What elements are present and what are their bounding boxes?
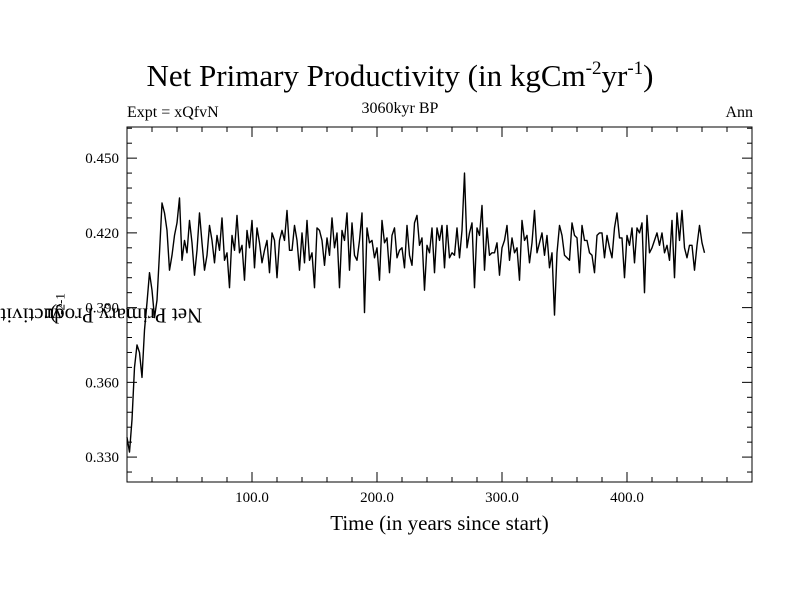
y-tick-label: 0.450 [85,151,119,167]
x-tick-label: 400.0 [610,490,644,506]
x-tick-label: 300.0 [485,490,519,506]
x-tick-label: 100.0 [235,490,269,506]
season-label: Ann [725,104,753,121]
chart-subtitle: 3060kyr BP [361,100,439,117]
chart-title: Net Primary Productivity (in kgCm-2yr-1) [146,58,654,93]
x-tick-label: 200.0 [360,490,394,506]
experiment-label: Expt = xQfvN [127,104,219,121]
y-tick-label: 0.390 [85,301,119,317]
y-tick-label: 0.330 [85,450,119,466]
y-tick-label: 0.360 [85,375,119,391]
x-axis-label: Time (in years since start) [330,511,549,535]
y-tick-label: 0.420 [85,226,119,242]
series-line [126,172,706,453]
plot-frame [126,126,753,483]
